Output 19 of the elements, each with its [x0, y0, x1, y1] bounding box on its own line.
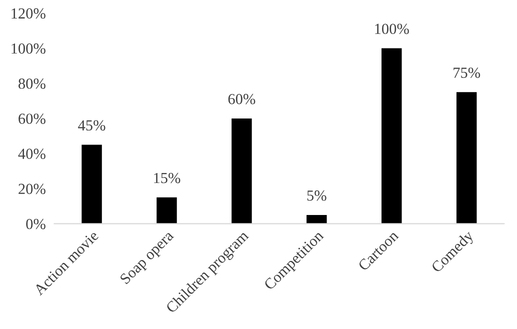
bar	[232, 118, 252, 224]
data-label: 45%	[78, 120, 106, 131]
data-label: 15%	[154, 172, 180, 184]
y-tick-label: 100%	[12, 43, 46, 54]
bar	[306, 214, 327, 224]
y-tick-label: 120%	[12, 8, 46, 19]
data-label: 5%	[307, 190, 326, 201]
y-tick-label: 60%	[18, 114, 46, 124]
y-tick-label: 80%	[18, 78, 46, 89]
data-label: 100%	[375, 24, 409, 34]
y-tick-label: 20%	[18, 184, 46, 194]
y-tick-label: 0%	[26, 218, 46, 230]
bar	[456, 92, 477, 224]
y-tick-label: 40%	[18, 148, 46, 160]
data-label: 60%	[228, 94, 256, 104]
data-label: 75%	[454, 68, 480, 78]
bar	[156, 197, 177, 224]
bar	[382, 48, 402, 224]
bar	[82, 144, 102, 224]
